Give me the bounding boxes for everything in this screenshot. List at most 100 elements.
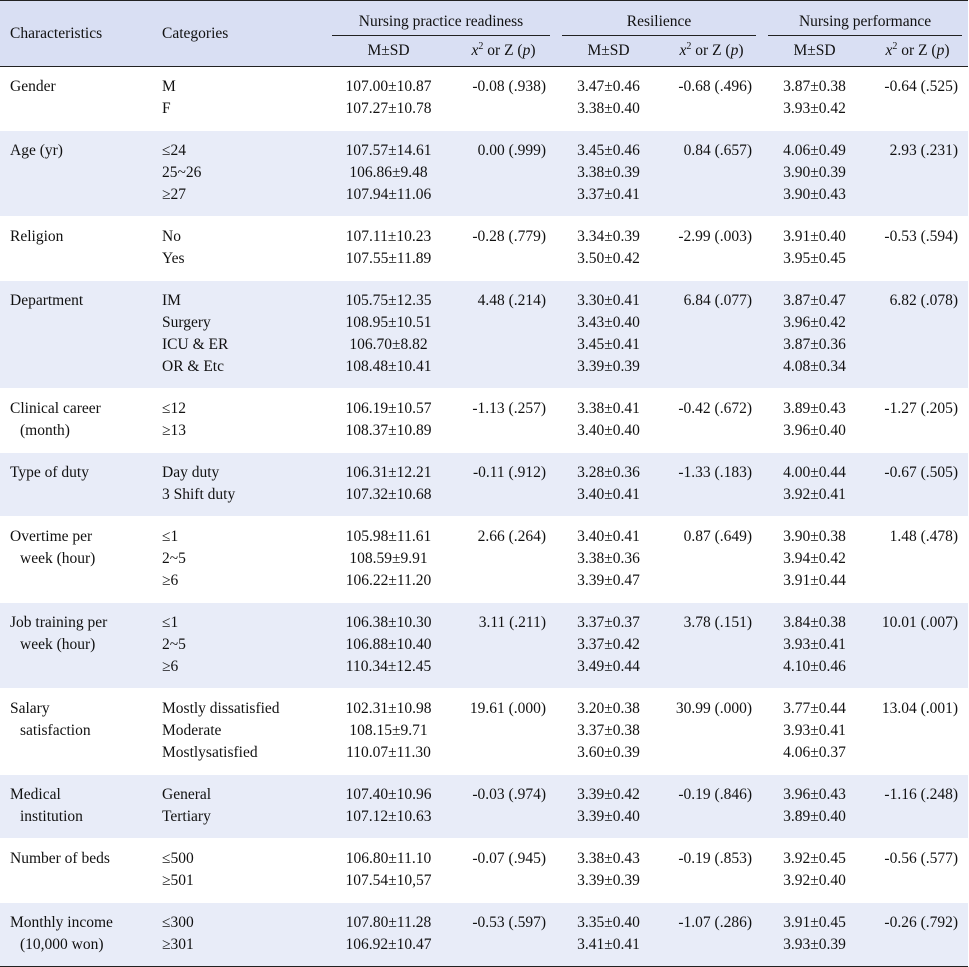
cell-categories-line: Day duty [162,464,220,481]
table-body: Gender M F 107.00±10.87 107.27±10.78 -0.08 (.… [0,67,969,967]
cell-np-msd: 3.77±0.44 3.93±0.41 4.06±0.37 [762,689,867,775]
cell-categories-line: ≤12 [162,400,187,417]
header-msd: M±SD [367,42,410,59]
cell-npr-stat: -0.53 (.597) [472,914,547,931]
cell-res-msd-line: 3.38±0.41 [577,400,640,417]
cell-np-msd-line: 3.87±0.36 [783,336,846,353]
cell-np-stat: -0.26 (.792) [884,914,959,931]
cell-res-msd-line: 3.30±0.41 [577,292,640,309]
header-stat: x2 or Z (p) [885,41,950,60]
cell-np-msd: 4.06±0.49 3.90±0.39 3.90±0.43 [762,131,867,217]
cell-characteristic-line: Type of duty [10,464,89,481]
cell-categories-line: ≤1 [162,614,179,631]
cell-categories-line: F [162,100,171,117]
cell-categories-line: Tertiary [162,808,211,825]
cell-categories: General Tertiary [158,775,326,839]
cell-np-msd-line: 3.93±0.42 [783,100,846,117]
cell-categories: Mostly dissatisfied Moderate Mostlysatisfi… [158,689,326,775]
cell-res-stat: -2.99 (.003) [678,228,753,245]
cell-npr-msd-line: 106.92±10.47 [345,936,432,953]
cell-np-msd-line: 4.00±0.44 [783,464,846,481]
cell-categories-line: 2~5 [162,636,186,653]
cell-npr-stat: -0.11 (.912) [472,464,547,481]
cell-np-stat: 6.82 (.078) [889,292,959,309]
cell-characteristic: Number of beds [0,839,158,903]
cell-np-msd-line: 3.91±0.45 [783,914,846,931]
table-row: Monthly income (10,000 won) ≤300 ≥301 107.80… [0,902,969,967]
table-row: Clinical career (month) ≤12 ≥13 106.19±10.57… [0,389,969,453]
cell-res-msd: 3.45±0.46 3.38±0.39 3.37±0.41 [556,131,661,217]
cell-npr-msd-line: 107.57±14.61 [345,142,432,159]
cell-res-msd-line: 3.37±0.37 [577,614,640,631]
cell-np-msd-line: 4.06±0.49 [783,142,846,159]
cell-npr-msd-line: 106.86±9.48 [349,164,428,181]
table-header: Characteristics Categories Nursing pract… [0,0,969,67]
cell-np-msd: 3.96±0.43 3.89±0.40 [762,775,867,839]
cell-characteristic: Religion [0,217,158,281]
cell-np-msd: 3.87±0.38 3.93±0.42 [762,67,867,131]
cell-np-msd: 3.92±0.45 3.92±0.40 [762,839,867,903]
header-msd: M±SD [587,42,630,59]
cell-npr-msd-line: 110.07±11.30 [346,744,431,761]
cell-characteristic: Salary satisfaction [0,689,158,775]
cell-res-msd-line: 3.37±0.42 [577,636,640,653]
cell-np-msd: 4.00±0.44 3.92±0.41 [762,453,867,517]
cell-npr-stat: 19.61 (.000) [469,700,547,717]
cell-res-msd-line: 3.45±0.46 [577,142,640,159]
cell-np-msd-line: 3.93±0.41 [783,636,846,653]
cell-res-msd-line: 3.39±0.39 [577,872,640,889]
cell-characteristic-line: Job training per [10,614,108,631]
cell-np-stat: -0.67 (.505) [884,464,959,481]
cell-np-msd-line: 3.90±0.38 [783,528,846,545]
cell-npr-msd: 107.80±11.28 106.92±10.47 [326,903,451,967]
cell-characteristic-line: Monthly income [10,914,113,931]
cell-characteristic-line: (10,000 won) [20,936,104,953]
table-row: Age (yr) ≤24 25~26 ≥27 107.57±14.61 106.86±9.… [0,130,969,217]
cell-npr-msd-line: 105.98±11.61 [345,528,432,545]
header-group-nursing-practice-readiness: Nursing practice readiness [326,1,556,36]
cell-categories-line: OR & Etc [162,358,224,375]
cell-npr-msd-line: 107.80±11.28 [345,914,432,931]
table-row: Salary satisfaction Mostly dissatisfied Mod… [0,689,969,775]
cell-res-msd: 3.28±0.36 3.40±0.41 [556,453,661,517]
table-row: Overtime per week (hour) ≤1 2~5 ≥6 105.98±11.… [0,517,969,603]
cell-res-msd-line: 3.39±0.40 [577,808,640,825]
cell-np-stat: -1.27 (.205) [884,400,959,417]
header-stat: x2 or Z (p) [679,41,744,60]
cell-npr-msd-line: 106.22±11.20 [345,572,432,589]
cell-res-msd: 3.35±0.40 3.41±0.41 [556,903,661,967]
cell-categories: Day duty 3 Shift duty [158,453,326,517]
cell-np-msd-line: 4.06±0.37 [783,744,846,761]
cell-res-msd: 3.39±0.42 3.39±0.40 [556,775,661,839]
cell-npr-stat: -0.07 (.945) [472,850,547,867]
cell-npr-msd: 105.75±12.35 108.95±10.51 106.70±8.82 108.4… [326,281,451,389]
cell-res-stat: -0.19 (.853) [678,850,753,867]
cell-characteristic-line: satisfaction [20,722,91,739]
cell-res-stat: 30.99 (.000) [675,700,753,717]
cell-res-msd-line: 3.39±0.39 [577,358,640,375]
cell-npr-msd-line: 108.59±9.91 [349,550,428,567]
cell-res-msd-line: 3.34±0.39 [577,228,640,245]
cell-categories-line: ≥301 [162,936,194,953]
cell-characteristic: Department [0,281,158,389]
cell-characteristic-line: Age (yr) [10,142,63,159]
cell-res-msd-line: 3.38±0.36 [577,550,640,567]
cell-npr-msd-line: 107.00±10.87 [345,78,432,95]
cell-npr-msd: 107.40±10.96 107.12±10.63 [326,775,451,839]
cell-characteristic-line: Religion [10,228,64,245]
cell-characteristic-line: Number of beds [10,850,110,867]
cell-res-stat: -0.68 (.496) [678,78,753,95]
cell-res-msd-line: 3.38±0.39 [577,164,640,181]
cell-np-msd: 3.91±0.45 3.93±0.39 [762,903,867,967]
cell-npr-msd-line: 106.88±10.40 [345,636,432,653]
cell-np-msd: 3.90±0.38 3.94±0.42 3.91±0.44 [762,517,867,603]
cell-np-msd-line: 3.91±0.44 [783,572,846,589]
cell-npr-msd-line: 107.32±10.68 [345,486,432,503]
cell-res-stat: -1.07 (.286) [678,914,753,931]
cell-np-msd-line: 3.77±0.44 [783,700,846,717]
cell-npr-stat: 4.48 (.214) [477,292,547,309]
cell-categories-line: 3 Shift duty [162,486,236,503]
cell-categories-line: 25~26 [162,164,202,181]
cell-np-msd: 3.91±0.40 3.95±0.45 [762,217,867,281]
